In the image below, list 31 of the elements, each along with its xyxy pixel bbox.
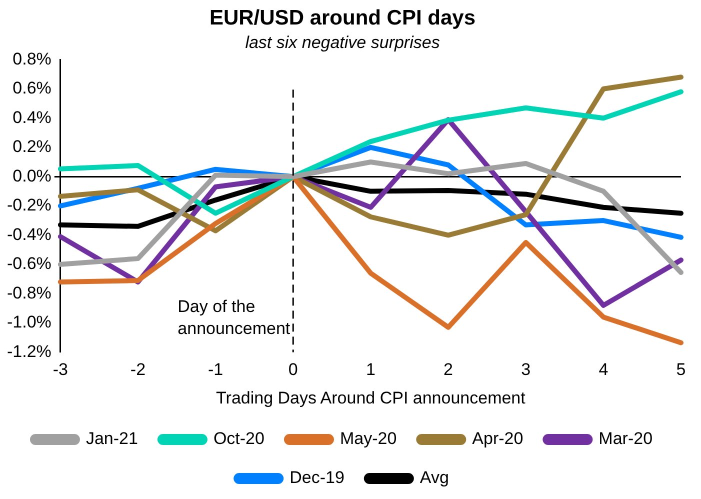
y-tick-label: -0.2% — [6, 196, 52, 215]
x-tick-label: 0 — [288, 360, 298, 380]
y-tick-label: 0.4% — [12, 108, 52, 127]
legend-label: Mar-20 — [598, 429, 653, 448]
y-tick-label: -0.6% — [6, 254, 52, 274]
legend-label: Avg — [420, 468, 449, 488]
y-tick-label: -0.8% — [6, 283, 52, 302]
x-tick-label: -3 — [52, 360, 68, 380]
x-tick-label: 1 — [366, 360, 376, 380]
ref-line-label: Day of the announcement — [178, 297, 290, 338]
x-tick-label: 2 — [444, 360, 454, 380]
x-axis-title: Trading Days Around CPI announcement — [216, 388, 526, 408]
legend-label: Oct-20 — [213, 429, 264, 448]
chart-title: EUR/USD around CPI days — [209, 6, 476, 30]
chart-subtitle: last six negative surprises — [245, 33, 440, 52]
legend-label: Apr-20 — [472, 429, 524, 448]
legend-label: May-20 — [340, 429, 397, 448]
y-tick-label: 0.0% — [12, 166, 52, 186]
y-tick-label: -1.2% — [6, 342, 52, 361]
x-tick-label: -2 — [130, 360, 146, 380]
y-tick-label: 0.2% — [12, 137, 52, 156]
x-tick-label: 3 — [521, 360, 531, 380]
y-tick-label: 0.8% — [12, 49, 52, 68]
legend-label: Jan-21 — [86, 429, 138, 448]
x-tick-label: -1 — [208, 360, 224, 380]
x-tick-label: 5 — [676, 360, 686, 380]
y-tick-label: -0.4% — [6, 224, 52, 244]
y-tick-label: 0.6% — [12, 78, 52, 98]
x-tick-label: 4 — [598, 360, 608, 380]
y-tick-label: -1.0% — [6, 312, 52, 332]
legend-label: Dec-19 — [290, 468, 344, 488]
